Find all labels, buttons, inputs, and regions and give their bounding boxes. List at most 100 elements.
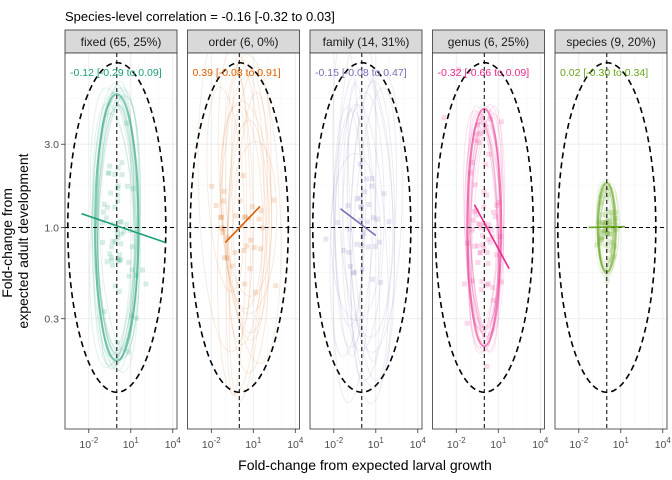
species-ellipse bbox=[219, 100, 273, 298]
data-point bbox=[115, 192, 121, 198]
y-axis-label: Fold-change from expected adult developm… bbox=[0, 153, 31, 328]
x-axis-label: Fold-change from expected larval growth bbox=[238, 457, 492, 473]
data-point bbox=[377, 279, 383, 285]
data-point bbox=[118, 257, 124, 263]
x-tick-label: 101 bbox=[245, 436, 262, 451]
data-point bbox=[602, 227, 608, 233]
data-point bbox=[369, 176, 375, 182]
species-ellipse bbox=[350, 70, 403, 353]
data-point bbox=[99, 239, 105, 245]
panel-border bbox=[432, 52, 545, 430]
data-point bbox=[112, 283, 118, 289]
data-point bbox=[370, 215, 376, 221]
species-ellipse bbox=[225, 53, 282, 365]
panel-border bbox=[554, 52, 668, 430]
data-point bbox=[469, 159, 475, 165]
data-point bbox=[256, 216, 262, 222]
data-point bbox=[607, 218, 613, 224]
group-ellipse bbox=[466, 107, 503, 348]
data-point bbox=[258, 246, 264, 252]
data-point bbox=[110, 239, 116, 245]
data-point bbox=[110, 262, 116, 268]
data-point bbox=[486, 221, 492, 227]
data-point bbox=[126, 349, 132, 355]
data-point bbox=[352, 269, 358, 275]
species-ellipse bbox=[89, 87, 139, 373]
species-ellipse bbox=[217, 53, 267, 341]
data-point bbox=[599, 229, 605, 235]
panel-background bbox=[555, 53, 667, 429]
species-ellipse bbox=[332, 103, 372, 404]
data-point bbox=[491, 297, 497, 303]
data-point bbox=[220, 230, 226, 236]
data-point bbox=[493, 252, 499, 258]
data-point bbox=[209, 183, 215, 189]
panel-background bbox=[65, 53, 177, 429]
x-tick-label: 101 bbox=[123, 436, 140, 451]
data-point bbox=[232, 249, 238, 255]
x-tick-label: 10-2 bbox=[324, 436, 343, 451]
data-point bbox=[484, 192, 490, 198]
data-point bbox=[134, 315, 140, 321]
y-axis-label-line-2: expected adult development bbox=[15, 153, 31, 328]
data-point bbox=[600, 228, 606, 234]
data-point bbox=[108, 255, 114, 261]
data-point bbox=[485, 236, 491, 242]
species-ellipse bbox=[333, 106, 364, 327]
data-point bbox=[119, 172, 125, 178]
species-ellipse bbox=[217, 74, 265, 395]
species-ellipse bbox=[96, 92, 136, 360]
data-point bbox=[242, 281, 248, 287]
data-point bbox=[251, 245, 257, 251]
data-point bbox=[365, 219, 371, 225]
data-point bbox=[105, 170, 111, 176]
data-point bbox=[103, 215, 109, 221]
data-point bbox=[475, 243, 481, 249]
correlation-annotation: -0.15 [-0.08 to 0.47] bbox=[315, 67, 407, 79]
species-ellipse bbox=[467, 113, 506, 349]
x-tick-label: 10-2 bbox=[447, 436, 466, 451]
data-point bbox=[490, 285, 496, 291]
panel-border bbox=[64, 52, 178, 430]
data-point bbox=[606, 222, 612, 228]
data-point bbox=[596, 219, 602, 225]
data-point bbox=[480, 242, 486, 248]
species-ellipse bbox=[349, 80, 396, 405]
facet-species: species (9, 20%) 0.02 [-0.30 to 0.34] 10-2… bbox=[554, 29, 671, 451]
data-point bbox=[496, 199, 502, 205]
facet-strip-label: family (14, 31%) bbox=[323, 35, 410, 49]
data-point bbox=[597, 241, 603, 247]
species-ellipse bbox=[330, 153, 382, 322]
data-point bbox=[115, 198, 121, 204]
data-point bbox=[357, 161, 363, 167]
data-point bbox=[599, 236, 605, 242]
species-ellipse bbox=[598, 187, 615, 275]
data-point bbox=[213, 203, 219, 209]
data-point bbox=[599, 220, 605, 226]
data-point bbox=[472, 182, 478, 188]
data-point bbox=[601, 230, 607, 236]
data-point bbox=[106, 170, 112, 176]
data-point bbox=[603, 225, 609, 231]
data-point bbox=[611, 218, 617, 224]
data-point bbox=[484, 250, 490, 256]
data-point bbox=[600, 212, 606, 218]
correlation-annotation: -0.12 [-0.29 to 0.09] bbox=[70, 67, 162, 79]
data-point bbox=[247, 266, 253, 272]
species-ellipse bbox=[225, 107, 247, 396]
data-point bbox=[374, 216, 380, 222]
data-point bbox=[220, 198, 226, 204]
species-ellipse bbox=[342, 74, 395, 389]
chart-title: Species-level correlation = -0.16 [-0.32… bbox=[65, 9, 335, 24]
data-point bbox=[601, 188, 607, 194]
data-point bbox=[464, 320, 470, 326]
data-point bbox=[115, 183, 121, 189]
data-point bbox=[252, 289, 258, 295]
facet-strip-label: order (6, 0%) bbox=[208, 35, 278, 49]
data-point bbox=[386, 219, 392, 225]
data-point bbox=[473, 131, 479, 137]
data-point bbox=[101, 209, 107, 215]
data-point bbox=[602, 223, 608, 229]
data-point bbox=[485, 281, 491, 287]
slope-line bbox=[224, 205, 261, 244]
